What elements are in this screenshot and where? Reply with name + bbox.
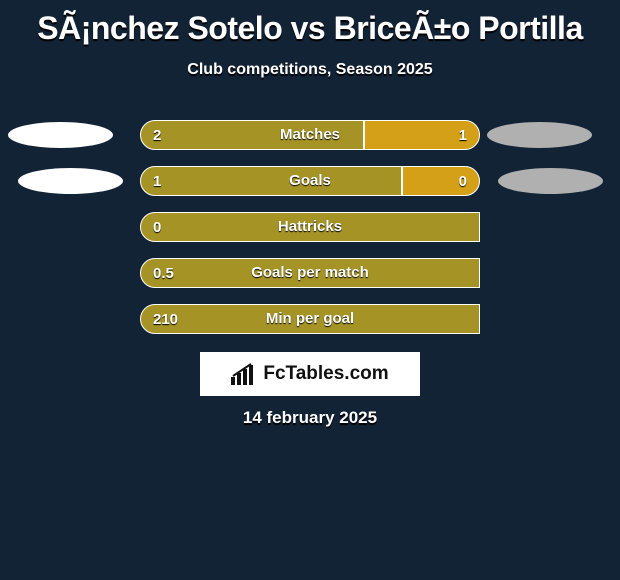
comparison-rows: 21Matches10Goals0Hattricks0.5Goals per m… (0, 120, 620, 350)
brand-text: FcTables.com (263, 363, 388, 385)
brand-chart-icon (231, 363, 257, 385)
bar-left-value: 2 (153, 121, 161, 151)
comparison-row: 10Goals (0, 166, 620, 196)
ellipse-right (498, 168, 603, 194)
bar-pair: 0.5 (140, 258, 480, 288)
bar-left: 2 (140, 120, 364, 150)
bar-left-value: 0.5 (153, 259, 174, 289)
comparison-row: 0.5Goals per match (0, 258, 620, 288)
bar-left-value: 1 (153, 167, 161, 197)
bar-pair: 10 (140, 166, 480, 196)
bar-pair: 210 (140, 304, 480, 334)
bar-left-value: 210 (153, 305, 178, 335)
comparison-row: 0Hattricks (0, 212, 620, 242)
bar-left: 0 (140, 212, 480, 242)
comparison-row: 210Min per goal (0, 304, 620, 334)
date-text: 14 february 2025 (0, 408, 620, 428)
bar-pair: 0 (140, 212, 480, 242)
ellipse-left (18, 168, 123, 194)
bar-left: 210 (140, 304, 480, 334)
bar-left-value: 0 (153, 213, 161, 243)
bar-pair: 21 (140, 120, 480, 150)
bar-left: 0.5 (140, 258, 480, 288)
comparison-row: 21Matches (0, 120, 620, 150)
bar-right-value: 0 (459, 167, 467, 197)
bar-right: 0 (402, 166, 480, 196)
ellipse-left (8, 122, 113, 148)
bar-left: 1 (140, 166, 402, 196)
page-subtitle: Club competitions, Season 2025 (0, 61, 620, 79)
bar-right: 1 (364, 120, 480, 150)
bar-right-value: 1 (459, 121, 467, 151)
page-title: SÃ¡nchez Sotelo vs BriceÃ±o Portilla (0, 0, 620, 47)
ellipse-right (487, 122, 592, 148)
brand-box: FcTables.com (200, 352, 420, 396)
